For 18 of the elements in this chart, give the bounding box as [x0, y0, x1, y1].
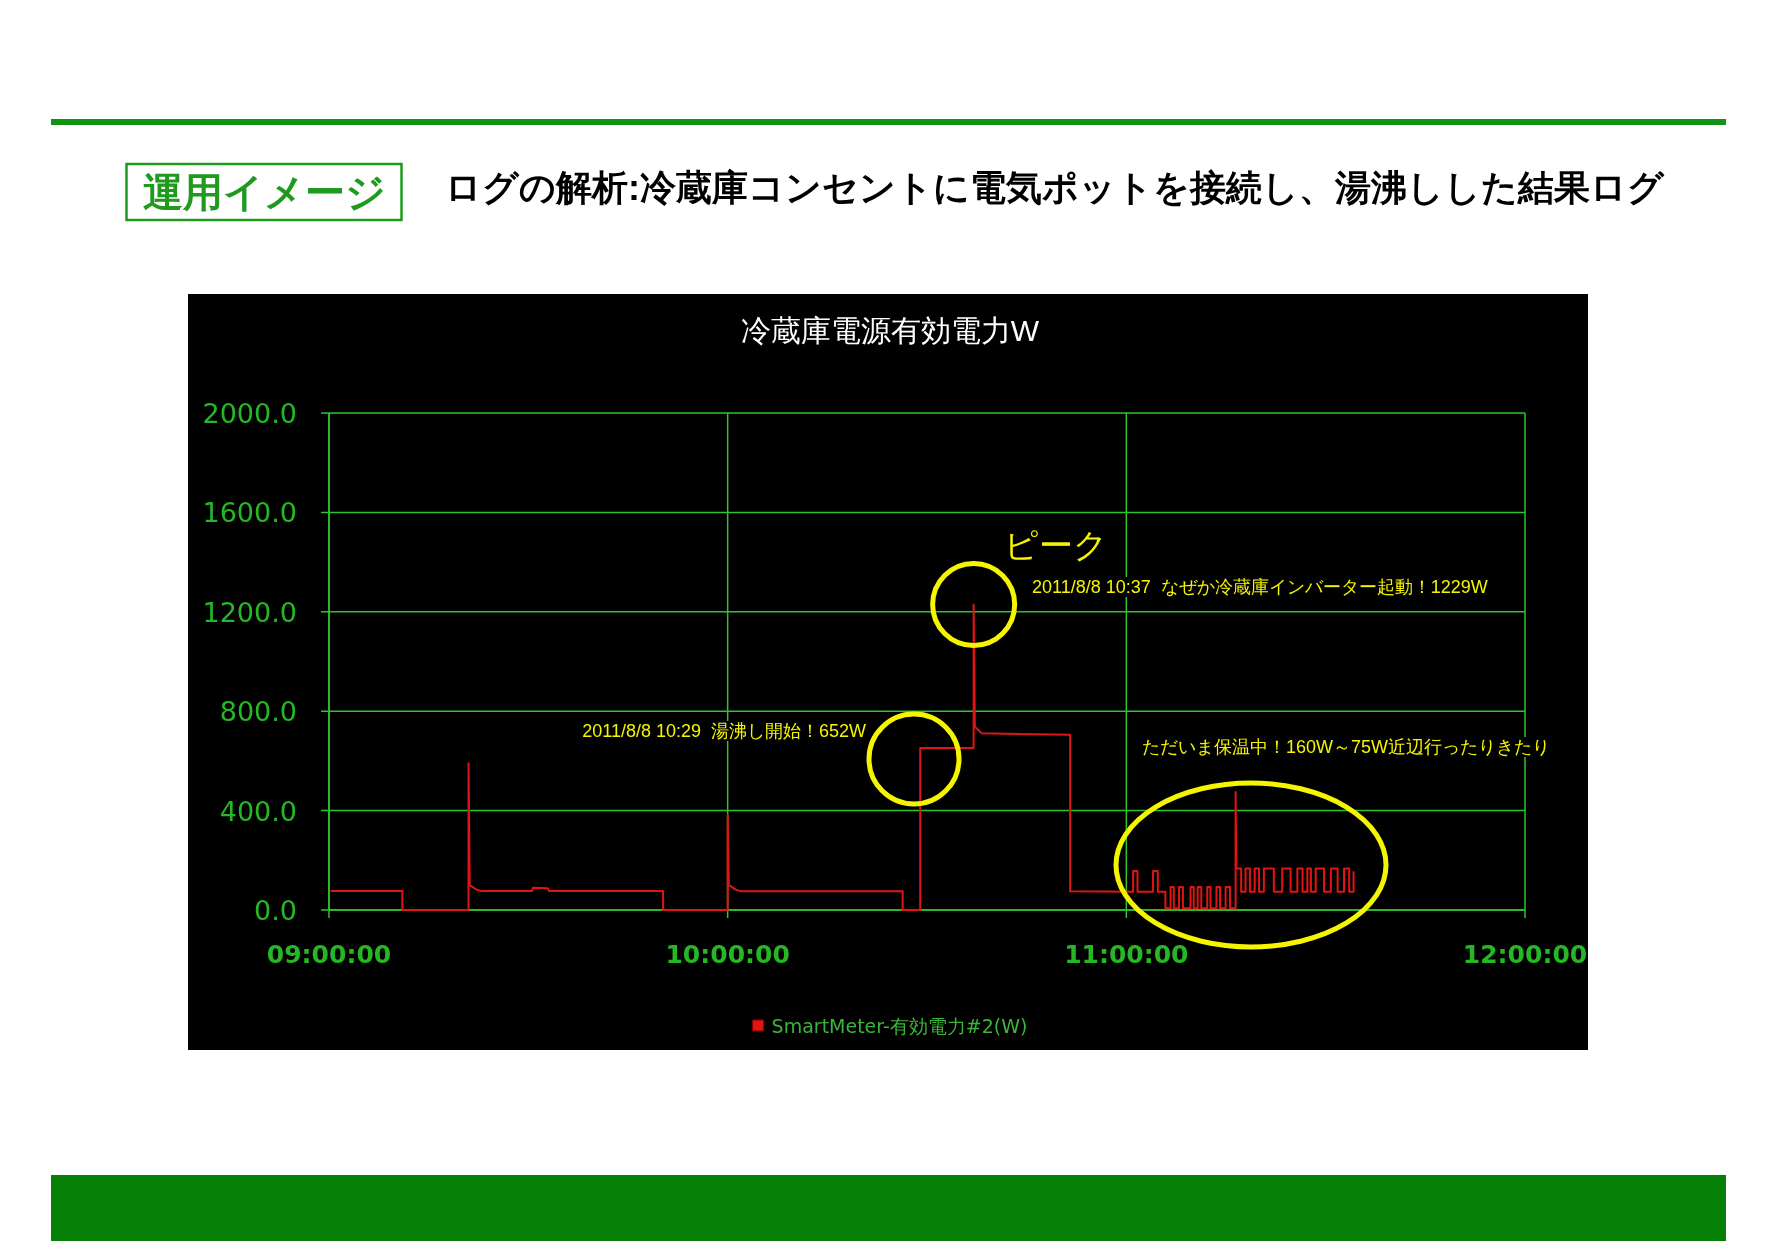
- y-tick-label: 400.0: [219, 795, 297, 827]
- chart-subtitle: 冷蔵庫電源有効電力W: [740, 314, 1040, 347]
- text: 運用イメージ: [142, 170, 386, 214]
- y-tick-label: 0.0: [254, 895, 297, 926]
- y-tick-label: 2000.0: [202, 398, 297, 429]
- x-tick-label: 12:00:00: [1462, 940, 1588, 969]
- y-tick-label: 1600.0: [202, 497, 297, 529]
- chart-title: ログの解析:冷蔵庫コンセントに電気ポットを接続し、湯沸しした結果ログ: [445, 167, 1665, 208]
- annotation: 2011/8/8 10:37 なぜか冷蔵庫インバーター起動！1229W: [1032, 577, 1488, 597]
- x-tick-label: 11:00:00: [1064, 940, 1189, 969]
- x-tick-label: 10:00:00: [665, 940, 790, 969]
- annotation: ピーク: [1003, 525, 1108, 564]
- legend: SmartMeter-有効電力#2(W): [752, 1015, 1028, 1037]
- annotation: 2011/8/8 10:29 湯沸し開始！652W: [582, 721, 866, 741]
- y-tick-label: 800.0: [219, 696, 297, 728]
- y-tick-label: 1200.0: [202, 596, 297, 628]
- x-tick-label: 09:00:00: [266, 940, 392, 969]
- annotation: ただいま保温中！160W～75W近辺行ったりきたり: [1142, 737, 1551, 757]
